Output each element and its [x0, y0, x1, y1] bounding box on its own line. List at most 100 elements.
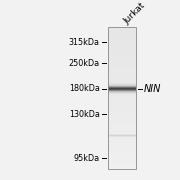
Bar [108, 135, 136, 137]
Bar [108, 135, 136, 136]
Bar [108, 167, 136, 169]
Bar [108, 128, 136, 130]
Bar [108, 87, 136, 88]
Bar [108, 99, 136, 100]
Bar [108, 44, 136, 45]
Bar [108, 93, 136, 94]
Bar [108, 88, 136, 89]
Bar [108, 40, 136, 41]
Bar [108, 88, 136, 89]
Bar [108, 94, 136, 96]
Bar [108, 36, 136, 38]
Bar [108, 86, 136, 87]
Bar [108, 85, 136, 86]
Bar [108, 144, 136, 145]
Bar [108, 136, 136, 137]
Bar [108, 60, 136, 61]
Bar [108, 139, 136, 140]
Bar [108, 150, 136, 151]
Bar [108, 145, 136, 146]
Bar [108, 28, 136, 30]
Bar [108, 151, 136, 152]
Bar [108, 95, 136, 97]
Bar [108, 135, 136, 136]
Bar [108, 114, 136, 116]
Bar [108, 92, 136, 93]
Bar [108, 107, 136, 109]
Bar [108, 78, 136, 79]
Bar [108, 136, 136, 137]
Bar [108, 88, 136, 89]
Bar [108, 122, 136, 124]
Bar [108, 47, 136, 48]
Bar [108, 64, 136, 65]
Bar [108, 90, 136, 91]
Bar [108, 112, 136, 113]
Bar [108, 143, 136, 144]
Bar [108, 51, 136, 52]
Bar [108, 93, 136, 94]
Bar [108, 84, 136, 85]
Bar [108, 86, 136, 87]
Bar [108, 134, 136, 136]
Bar [108, 100, 136, 101]
Bar [108, 89, 136, 90]
Bar [108, 106, 136, 107]
Bar [108, 71, 136, 72]
Bar [108, 158, 136, 159]
Bar [108, 132, 136, 133]
Bar [108, 84, 136, 85]
Bar [108, 87, 136, 88]
Bar [108, 134, 136, 135]
Bar [108, 53, 136, 54]
Bar [108, 91, 136, 92]
Bar [108, 73, 136, 74]
Bar [108, 33, 136, 34]
Bar [108, 121, 136, 123]
Bar [108, 85, 136, 86]
Bar [108, 89, 136, 90]
Bar [108, 90, 136, 91]
Bar [108, 127, 136, 129]
Bar [108, 84, 136, 85]
Bar [108, 62, 136, 64]
Text: 130kDa: 130kDa [69, 110, 100, 119]
Bar [108, 93, 136, 94]
Bar [108, 120, 136, 122]
Bar [108, 38, 136, 39]
Bar [108, 156, 136, 157]
Bar [108, 125, 136, 126]
Bar [108, 113, 136, 114]
Bar [108, 85, 136, 86]
Bar [108, 86, 136, 87]
Bar [108, 137, 136, 138]
Bar [108, 109, 136, 111]
Bar [108, 165, 136, 166]
Bar [108, 148, 136, 150]
Bar [108, 52, 136, 53]
Bar [108, 124, 136, 125]
Bar [108, 80, 136, 81]
Bar [108, 141, 136, 143]
Bar [108, 57, 136, 58]
Bar [108, 134, 136, 135]
Bar [108, 137, 136, 138]
Bar [108, 89, 136, 90]
Bar [108, 34, 136, 35]
Bar [108, 161, 136, 163]
Text: 95kDa: 95kDa [74, 154, 100, 163]
Bar [108, 164, 136, 165]
Bar [108, 67, 136, 68]
Bar [108, 35, 136, 37]
Bar [108, 88, 136, 90]
Bar [108, 98, 136, 99]
Bar [108, 133, 136, 134]
Bar [108, 146, 136, 147]
Bar [108, 81, 136, 83]
Bar [108, 61, 136, 62]
Bar [108, 118, 136, 119]
Bar [108, 87, 136, 88]
Bar [108, 90, 136, 91]
Bar [108, 48, 136, 50]
Bar [108, 29, 136, 31]
